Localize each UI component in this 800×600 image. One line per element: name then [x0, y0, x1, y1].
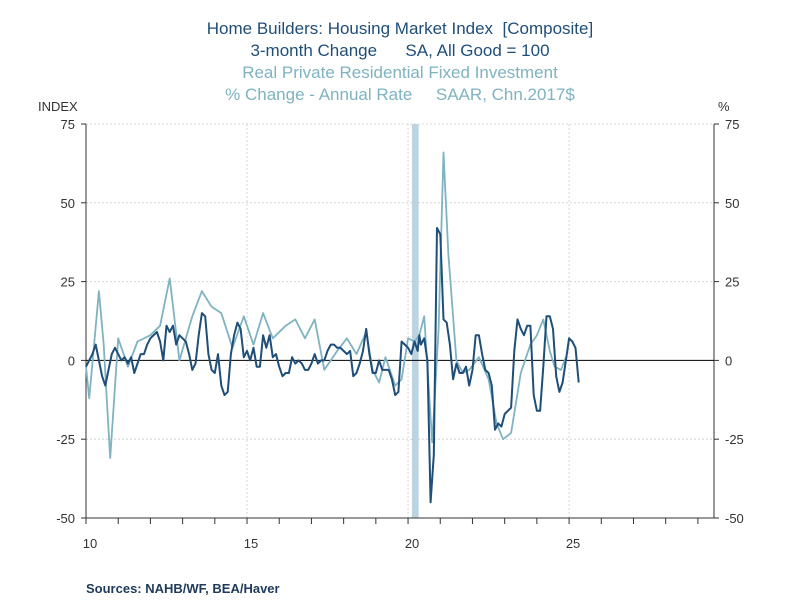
series-line-housing-index — [85, 227, 580, 504]
right-tick-label: -25 — [725, 432, 744, 447]
left-tick-label: -50 — [56, 511, 75, 526]
left-tick-label: 25 — [61, 275, 75, 290]
x-tick-label: 10 — [83, 536, 97, 551]
chart-series-title: Real Private Residential Fixed Investmen… — [242, 63, 558, 82]
right-tick-label: 75 — [725, 117, 739, 132]
chart-title-block: Home Builders: Housing Market Index [Com… — [0, 18, 800, 106]
right-axis-label: % — [718, 99, 730, 114]
left-tick-label: -25 — [56, 432, 75, 447]
right-tick-label: 0 — [725, 353, 732, 368]
x-tick-label: 15 — [244, 536, 258, 551]
left-tick-label: 75 — [61, 117, 75, 132]
x-tick-label: 25 — [566, 536, 580, 551]
right-tick-label: 50 — [725, 196, 739, 211]
right-tick-label: 25 — [725, 275, 739, 290]
chart-title: Home Builders: Housing Market Index [Com… — [206, 19, 594, 38]
sources-note: Sources: NAHB/WF, BEA/Haver — [86, 581, 280, 596]
left-tick-label: 50 — [61, 196, 75, 211]
recession-band — [411, 124, 419, 518]
series-line-residential-investment — [85, 151, 567, 459]
left-axis-label: INDEX — [38, 99, 78, 114]
left-tick-label: 0 — [68, 353, 75, 368]
x-tick-label: 20 — [405, 536, 419, 551]
chart-series-subtitle: % Change - Annual Rate SAAR, Chn.2017$ — [225, 85, 575, 104]
right-tick-label: -50 — [725, 511, 744, 526]
chart-subtitle: 3-month Change SA, All Good = 100 — [250, 41, 550, 60]
